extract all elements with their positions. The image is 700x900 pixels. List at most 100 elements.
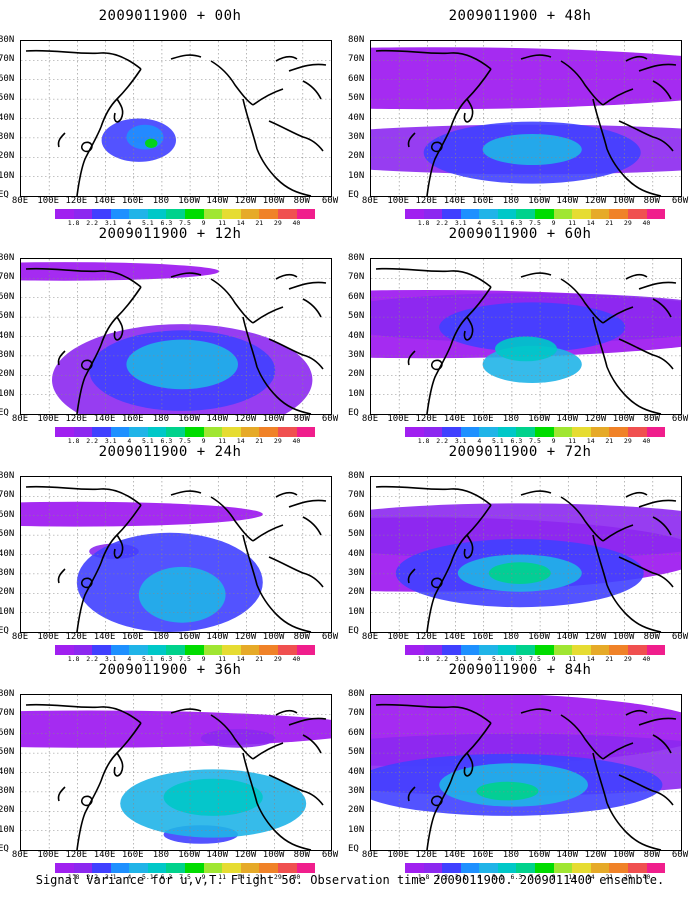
colorbar-swatch [55, 209, 74, 219]
colorbar-label: 11 [568, 655, 577, 663]
colorbar-label: 6.3 [160, 655, 173, 663]
panel-title: 2009011900 + 24h [98, 444, 242, 460]
colorbar-label: 40 [292, 655, 301, 663]
latitude-label: 80N [0, 471, 15, 481]
longitude-label: 100W [262, 632, 285, 642]
longitude-label: 100W [612, 632, 635, 642]
colorbar-label: 40 [642, 219, 651, 227]
coastline [407, 786, 416, 802]
longitude-label: 80E [361, 632, 379, 642]
coastline [256, 802, 312, 850]
colorbar-swatch [405, 863, 424, 873]
longitude-label: 160E [471, 196, 494, 206]
longitude-label: 100E [37, 196, 60, 206]
coastline [57, 568, 66, 584]
colorbar-swatch [572, 863, 591, 873]
colorbar [405, 427, 666, 437]
coastline [602, 306, 634, 324]
colorbar-label: 21 [255, 873, 264, 881]
colorbar-swatch [73, 427, 93, 437]
colorbar-label: 14 [586, 219, 595, 227]
colorbar-label: 7.5 [529, 873, 541, 881]
colorbar-label: 11 [568, 219, 577, 227]
longitude-label: 120E [415, 850, 438, 860]
longitude-label: 80E [361, 414, 379, 424]
coastline [606, 802, 662, 850]
map-svg [21, 41, 331, 196]
coastline [606, 584, 662, 632]
colorbar-label: 11 [568, 873, 577, 881]
latitude-label: 10N [0, 824, 15, 835]
longitude-label: 80E [361, 196, 379, 206]
colorbar-swatch [222, 863, 241, 873]
coastline [288, 281, 327, 290]
colorbar-label: 11 [218, 219, 227, 227]
longitude-label: 160W [178, 632, 200, 642]
longitude-label: 80E [11, 632, 29, 642]
longitude-label: 160W [528, 632, 550, 642]
colorbar-label: 4 [477, 873, 482, 881]
colorbar-label: 3.1 [454, 873, 467, 881]
colorbar-label: 7.5 [529, 219, 541, 227]
colorbar-swatch [479, 209, 498, 219]
colorbar-swatch [129, 427, 148, 437]
longitude-label: 80W [293, 850, 310, 860]
signal-variance-contour [371, 503, 681, 560]
signal-variance-contour [21, 710, 331, 748]
latitude-label: 40N [348, 766, 365, 777]
colorbar-swatch [73, 209, 93, 219]
colorbar-label: 14 [586, 873, 595, 881]
latitude-label: 70N [348, 490, 365, 501]
colorbar-swatch [166, 209, 186, 219]
coastline [426, 780, 452, 850]
colorbar-label: 6.3 [160, 437, 173, 445]
colorbar-swatch [240, 427, 260, 437]
colorbar-swatch [442, 427, 461, 437]
coastline [602, 88, 634, 106]
coastline [210, 496, 254, 542]
colorbar-label: 40 [292, 437, 301, 445]
latitude-label: EQ [348, 408, 359, 418]
colorbar-label: 9 [201, 219, 206, 227]
colorbar-label: 11 [568, 437, 577, 445]
colorbar-label: 40 [292, 873, 301, 881]
colorbar-swatch [296, 209, 316, 219]
longitude-label: 160E [471, 850, 494, 860]
longitude-label: 140E [443, 414, 466, 424]
coastline [25, 703, 142, 724]
colorbar-label: 14 [586, 437, 595, 445]
longitude-label: 140W [556, 850, 579, 860]
colorbar-swatch [203, 863, 223, 873]
colorbar-label: 6.3 [510, 655, 523, 663]
longitude-label: 160E [121, 414, 144, 424]
colorbar-swatch [92, 427, 111, 437]
colorbar-swatch [129, 645, 148, 655]
signal-variance-contour [200, 729, 276, 748]
colorbar-swatch [259, 645, 278, 655]
colorbar-label: 9 [551, 437, 556, 445]
signal-variance-contour [138, 566, 226, 623]
longitude-label: 100E [387, 850, 410, 860]
coastline [602, 524, 634, 542]
latitude-label: 80N [348, 35, 365, 45]
coastline [560, 60, 604, 106]
coastline [256, 366, 312, 414]
colorbar-label: 6.3 [510, 873, 523, 881]
colorbar-swatch [185, 427, 204, 437]
map-panel: 2009011900 + 60h 80N 70N 60N 50N 40N 30N 20N 10N… [348, 218, 690, 445]
colorbar-swatch [646, 209, 666, 219]
coastline [652, 516, 672, 536]
latitude-label: 10N [0, 606, 15, 617]
coastline [268, 338, 324, 370]
colorbar-label: 2.2 [436, 873, 449, 881]
longitude-label: 120W [584, 850, 607, 860]
colorbar-swatch [460, 427, 480, 437]
longitude-label: 180 [502, 196, 520, 206]
colorbar-label: 1.8 [67, 219, 80, 227]
coastline [81, 359, 93, 371]
colorbar-label: 11 [218, 873, 227, 881]
colorbar-swatch [553, 863, 573, 873]
colorbar-swatch [277, 645, 297, 655]
colorbar-swatch [110, 427, 130, 437]
latitude-label: 80N [348, 253, 365, 263]
